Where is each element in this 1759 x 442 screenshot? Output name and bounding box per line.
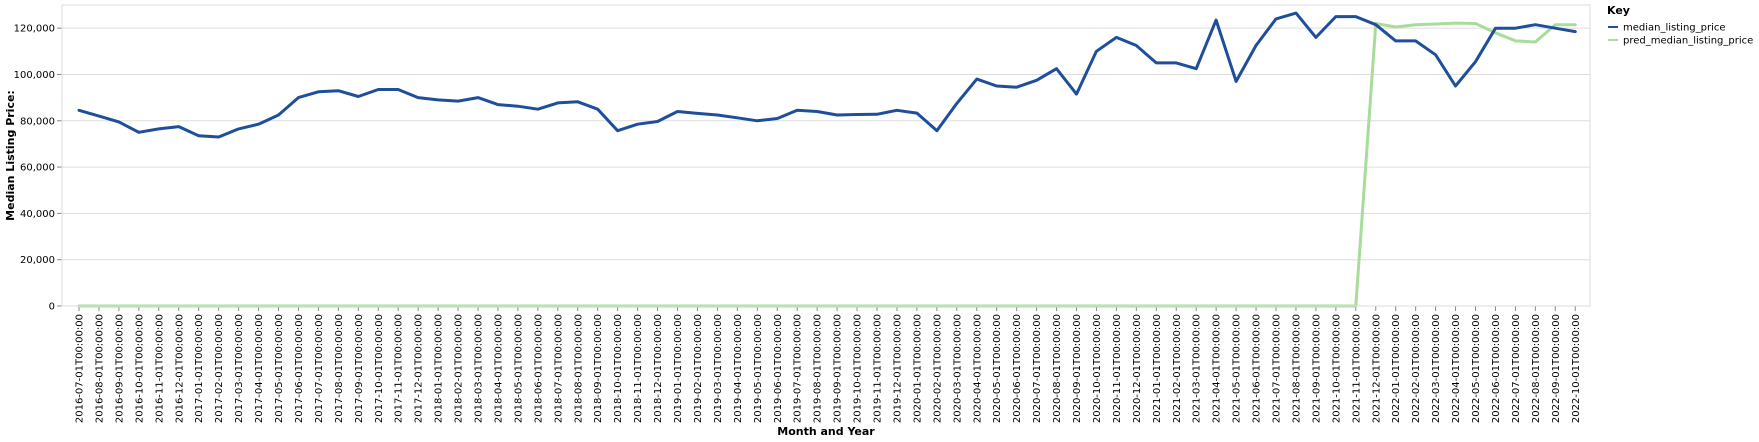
x-tick-label: 2020-01-01T00:00:00 <box>912 314 923 423</box>
x-tick-label: 2018-02-01T00:00:00 <box>454 314 465 423</box>
x-tick-label: 2016-10-01T00:00:00 <box>134 314 145 423</box>
x-tick-label: 2016-08-01T00:00:00 <box>94 314 105 423</box>
y-tick-label: 100,000 <box>14 70 55 81</box>
x-tick-label: 2021-01-01T00:00:00 <box>1152 314 1163 423</box>
legend-title: Key <box>1607 4 1630 17</box>
x-tick-label: 2018-07-01T00:00:00 <box>553 314 564 423</box>
x-tick-label: 2020-06-01T00:00:00 <box>1012 314 1023 423</box>
x-tick-label: 2018-11-01T00:00:00 <box>633 314 644 423</box>
x-tick-label: 2019-06-01T00:00:00 <box>773 314 784 423</box>
x-tick-label: 2020-02-01T00:00:00 <box>932 314 943 423</box>
x-tick-label: 2017-04-01T00:00:00 <box>254 314 265 423</box>
x-tick-label: 2018-04-01T00:00:00 <box>493 314 504 423</box>
x-tick-label: 2022-09-01T00:00:00 <box>1551 314 1562 423</box>
grid-lines <box>62 27 1590 307</box>
y-tick-label: 20,000 <box>20 255 55 266</box>
x-tick-label: 2020-08-01T00:00:00 <box>1052 314 1063 423</box>
x-tick-label: 2019-05-01T00:00:00 <box>753 314 764 423</box>
x-tick-label: 2018-10-01T00:00:00 <box>613 314 624 423</box>
y-tick-label: 0 <box>49 302 55 313</box>
series-lines <box>77 11 1577 308</box>
x-tick-label: 2018-01-01T00:00:00 <box>434 314 445 423</box>
x-tick-label: 2021-10-01T00:00:00 <box>1331 314 1342 423</box>
x-tick-label: 2019-07-01T00:00:00 <box>793 314 804 423</box>
y-tick-label: 80,000 <box>20 116 55 127</box>
x-tick-label: 2020-03-01T00:00:00 <box>952 314 963 423</box>
x-tick-label: 2019-08-01T00:00:00 <box>813 314 824 423</box>
x-tick-label: 2020-04-01T00:00:00 <box>972 314 983 423</box>
x-tick-label: 2016-12-01T00:00:00 <box>174 314 185 423</box>
x-tick-label: 2022-04-01T00:00:00 <box>1451 314 1462 423</box>
x-tick-label: 2017-01-01T00:00:00 <box>194 314 205 423</box>
series-line-median-listing-price <box>77 11 1577 139</box>
x-tick-label: 2018-09-01T00:00:00 <box>593 314 604 423</box>
x-tick-label: 2019-12-01T00:00:00 <box>892 314 903 423</box>
x-tick-label: 2021-12-01T00:00:00 <box>1371 314 1382 423</box>
x-axis-title: Month and Year <box>777 425 875 438</box>
x-tick-label: 2017-02-01T00:00:00 <box>214 314 225 423</box>
y-tick-label: 120,000 <box>14 24 55 35</box>
x-tick-label: 2022-07-01T00:00:00 <box>1511 314 1522 423</box>
x-tick-label: 2017-09-01T00:00:00 <box>354 314 365 423</box>
x-tick-label: 2016-11-01T00:00:00 <box>154 314 165 423</box>
x-tick-label: 2018-03-01T00:00:00 <box>474 314 485 423</box>
x-axis: 2016-07-01T00:00:00 2016-08-01T00:00:00 20… <box>62 305 1590 423</box>
x-tick-label: 2020-09-01T00:00:00 <box>1072 314 1083 423</box>
x-tick-label: 2022-06-01T00:00:00 <box>1491 314 1502 423</box>
x-tick-label: 2019-04-01T00:00:00 <box>733 314 744 423</box>
x-tick-label: 2022-01-01T00:00:00 <box>1391 314 1402 423</box>
legend-label: pred_median_listing_price <box>1623 36 1753 47</box>
x-tick-label: 2019-09-01T00:00:00 <box>833 314 844 423</box>
y-axis: 0 20,000 40,000 60,000 80,000 100,000 120,000 <box>14 5 63 313</box>
x-tick-label: 2017-12-01T00:00:00 <box>414 314 425 423</box>
x-tick-label: 2018-05-01T00:00:00 <box>513 314 524 423</box>
x-tick-label: 2020-11-01T00:00:00 <box>1112 314 1123 423</box>
x-tick-label: 2019-11-01T00:00:00 <box>873 314 884 423</box>
x-tick-label: 2021-08-01T00:00:00 <box>1291 314 1302 423</box>
x-tick-label: 2021-09-01T00:00:00 <box>1311 314 1322 423</box>
x-tick-label: 2021-11-01T00:00:00 <box>1351 314 1362 423</box>
x-tick-label: 2017-05-01T00:00:00 <box>274 314 285 423</box>
legend-label: median_listing_price <box>1623 23 1726 34</box>
x-tick-label: 2020-07-01T00:00:00 <box>1032 314 1043 423</box>
x-tick-label: 2017-11-01T00:00:00 <box>394 314 405 423</box>
x-tick-label: 2017-06-01T00:00:00 <box>294 314 305 423</box>
x-tick-label: 2017-03-01T00:00:00 <box>234 314 245 423</box>
x-tick-label: 2020-10-01T00:00:00 <box>1092 314 1103 423</box>
x-tick-label: 2022-05-01T00:00:00 <box>1471 314 1482 423</box>
x-tick-label: 2021-02-01T00:00:00 <box>1172 314 1183 423</box>
x-tick-label: 2021-04-01T00:00:00 <box>1212 314 1223 423</box>
x-tick-label: 2018-12-01T00:00:00 <box>653 314 664 423</box>
y-axis-title: Median Listing Price: <box>4 90 17 221</box>
x-tick-label: 2020-05-01T00:00:00 <box>992 314 1003 423</box>
x-tick-label: 2018-06-01T00:00:00 <box>533 314 544 423</box>
x-tick-label: 2017-08-01T00:00:00 <box>334 314 345 423</box>
series-line-pred-median-listing-price <box>77 21 1577 308</box>
x-tick-label: 2017-10-01T00:00:00 <box>374 314 385 423</box>
x-tick-label: 2022-08-01T00:00:00 <box>1531 314 1542 423</box>
x-tick-label: 2019-02-01T00:00:00 <box>693 314 704 423</box>
x-tick-label: 2020-12-01T00:00:00 <box>1132 314 1143 423</box>
x-tick-label: 2019-03-01T00:00:00 <box>713 314 724 423</box>
x-tick-label: 2019-10-01T00:00:00 <box>853 314 864 423</box>
x-tick-label: 2021-06-01T00:00:00 <box>1252 314 1263 423</box>
y-tick-label: 60,000 <box>20 163 55 174</box>
x-tick-label: 2022-03-01T00:00:00 <box>1431 314 1442 423</box>
legend: Key median_listing_price pred_median_list… <box>1607 4 1753 47</box>
x-tick-label: 2016-09-01T00:00:00 <box>114 314 125 423</box>
y-tick-label: 40,000 <box>20 209 55 220</box>
x-tick-label: 2022-10-01T00:00:00 <box>1571 314 1582 423</box>
x-tick-label: 2021-05-01T00:00:00 <box>1232 314 1243 423</box>
x-tick-label: 2019-01-01T00:00:00 <box>673 314 684 423</box>
x-tick-label: 2017-07-01T00:00:00 <box>314 314 325 423</box>
x-tick-label: 2018-08-01T00:00:00 <box>573 314 584 423</box>
x-tick-label: 2021-03-01T00:00:00 <box>1192 314 1203 423</box>
x-tick-label: 2021-07-01T00:00:00 <box>1272 314 1283 423</box>
x-tick-label: 2016-07-01T00:00:00 <box>75 314 86 423</box>
x-tick-label: 2022-02-01T00:00:00 <box>1411 314 1422 423</box>
plot-frame <box>61 4 1591 307</box>
